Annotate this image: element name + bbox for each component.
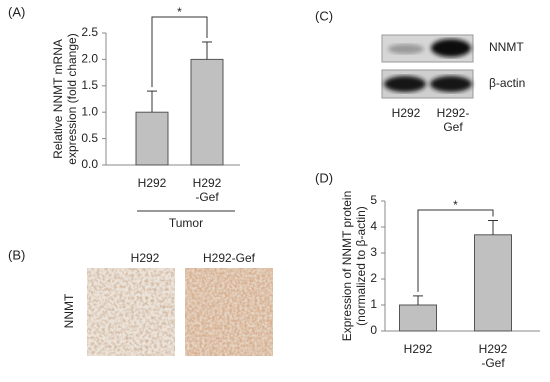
y-tick-label: 1.5 [81,78,98,92]
blot-band [430,76,472,92]
ihc-texture [87,268,175,356]
ihc-texture [185,268,273,356]
band-label: NNMT [489,40,524,54]
blot-band [431,39,471,57]
significance-label: * [453,198,458,212]
x-tick-label: H292 [404,342,433,356]
y-tick-label: 4 [370,219,377,233]
y-tick-label: 0.5 [81,131,98,145]
blot-band [384,76,426,92]
y-tick-label: 0 [370,323,377,337]
bar [399,304,437,332]
blot-band [388,44,424,54]
y-tick-label: 1.0 [81,104,98,118]
x-tick-label: H292 [138,176,167,190]
band-label: β-actin [489,76,525,90]
y-tick-label: 0.0 [81,157,98,171]
panel-label: (C) [315,8,333,23]
column-label: H292 [131,251,160,265]
group-label: Tumor [169,216,203,230]
panel-label: (A) [8,4,25,19]
significance-bracket [417,209,494,292]
bar [474,234,512,332]
x-tick-label: H292 -Gef [479,342,508,370]
bar [190,58,224,166]
significance-bracket [151,16,208,88]
y-tick-label: 1 [370,297,377,311]
y-axis-label: Relative NNMT mRNAexpression (fold chang… [51,33,79,164]
y-tick-label: 3 [370,245,377,259]
y-tick-label: 2 [370,271,377,285]
y-axis-label: Expression of NNMT protein(normalized to… [340,191,368,342]
y-tick-label: 5 [370,193,377,207]
bar [135,111,169,166]
lane-label: H292-Gef [437,106,470,134]
panel-label: (B) [8,247,25,262]
y-tick-label: 2.5 [81,25,98,39]
column-label: H292-Gef [203,251,256,265]
x-tick-label: H292 -Gef [193,176,222,204]
significance-label: * [177,5,182,19]
y-tick-label: 2.0 [81,52,98,66]
panel-label: (D) [315,170,333,185]
lane-label: H292 [392,106,421,120]
row-label: NNMT [62,293,76,328]
